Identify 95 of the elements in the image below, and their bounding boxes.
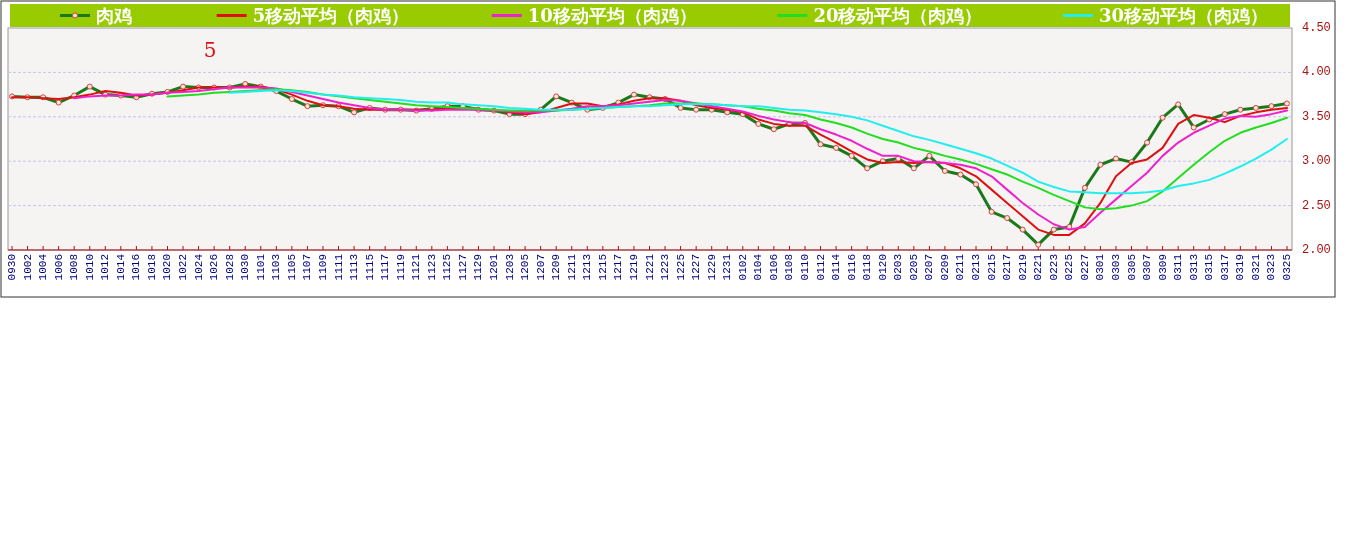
- x-tick-label: 1123: [425, 254, 438, 281]
- x-tick-label: 0309: [1156, 254, 1169, 281]
- x-tick-label: 0221: [1032, 253, 1045, 281]
- x-tick-label: 0106: [767, 254, 780, 281]
- x-tick-label: 1002: [21, 254, 34, 281]
- x-tick-label: 1022: [177, 254, 190, 281]
- x-tick-label: 0930: [6, 254, 18, 281]
- x-tick-label: 0112: [814, 254, 827, 281]
- x-tick-label: 0303: [1109, 254, 1122, 281]
- x-tick-label: 0305: [1125, 254, 1138, 281]
- x-tick-label: 1115: [363, 254, 376, 281]
- x-tick-label: 1211: [565, 253, 578, 281]
- x-tick-label: 1205: [519, 254, 532, 281]
- x-tick-label: 1219: [627, 254, 640, 281]
- x-tick-label: 1129: [472, 254, 485, 281]
- x-tick-label: 0323: [1265, 254, 1278, 281]
- x-tick-label: 1203: [503, 254, 516, 281]
- x-tick-label: 1101: [254, 253, 267, 281]
- legend-label: 肉鸡: [96, 5, 132, 26]
- x-tick-label: 0120: [876, 254, 889, 281]
- ytick: 3.50: [1302, 109, 1331, 124]
- ytick: 2.50: [1302, 198, 1331, 213]
- x-tick-label: 0325: [1281, 254, 1293, 281]
- x-tick-label: 1004: [37, 253, 50, 281]
- x-tick-label: 1229: [705, 254, 718, 281]
- x-tick-label: 1119: [394, 254, 407, 281]
- x-tick-label: 0110: [798, 254, 811, 281]
- x-tick-label: 1018: [145, 254, 158, 281]
- x-tick-label: 1121: [410, 253, 423, 281]
- x-tick-label: 1020: [161, 254, 174, 281]
- x-tick-label: 1215: [596, 254, 609, 281]
- ytick: 2.00: [1302, 243, 1331, 257]
- x-tick-label: 1103: [270, 254, 283, 281]
- x-tick-label: 1111: [332, 253, 345, 281]
- x-tick-label: 1010: [83, 254, 96, 281]
- x-tick-label: 1113: [348, 254, 361, 281]
- x-tick-label: 1207: [534, 254, 547, 281]
- x-tick-label: 1225: [674, 254, 687, 281]
- x-tick-label: 1030: [239, 254, 252, 281]
- x-tick-label: 0313: [1187, 254, 1200, 281]
- x-tick-label: 1014: [114, 253, 127, 281]
- x-tick-label: 0319: [1234, 254, 1247, 281]
- x-tick-label: 0108: [783, 254, 796, 281]
- x-tick-label: 0211: [954, 253, 967, 281]
- x-tick-label: 1125: [441, 254, 454, 281]
- x-tick-label: 1024: [192, 253, 205, 281]
- x-tick-label: 1016: [130, 254, 143, 281]
- x-tick-label: 1223: [659, 254, 672, 281]
- x-tick-label: 0102: [736, 254, 749, 281]
- x-tick-label: 0301: [1094, 253, 1107, 281]
- x-tick-label: 1105: [285, 254, 298, 281]
- x-tick-label: 1227: [690, 254, 703, 281]
- x-tick-label: 1231: [721, 253, 734, 281]
- x-tick-label: 1127: [456, 254, 469, 281]
- x-tick-label: 0118: [861, 254, 874, 281]
- x-tick-label: 1221: [643, 253, 656, 281]
- x-tick-label: 0321: [1249, 253, 1262, 281]
- x-tick-label: 1109: [316, 254, 329, 281]
- x-tick-label: 1201: [488, 253, 501, 281]
- x-tick-label: 1209: [550, 254, 563, 281]
- x-tick-label: 1006: [52, 254, 65, 281]
- legend-label: 20移动平均（肉鸡）: [813, 5, 983, 26]
- x-tick-label: 0311: [1172, 253, 1185, 281]
- x-tick-label: 1028: [223, 254, 236, 281]
- x-tick-label: 0225: [1063, 254, 1076, 281]
- x-tick-label: 1012: [99, 254, 112, 281]
- x-tick-label: 0219: [1016, 254, 1029, 281]
- x-tick-label: 1026: [208, 254, 221, 281]
- x-tick-label: 0209: [938, 254, 951, 281]
- x-tick-label: 0116: [845, 254, 858, 281]
- x-tick-label: 0315: [1203, 254, 1216, 281]
- ytick: 4.50: [1302, 21, 1331, 35]
- x-tick-label: 0217: [1001, 254, 1014, 281]
- x-tick-label: 1008: [68, 254, 81, 281]
- legend-label: 5移动平均（肉鸡）: [252, 5, 410, 26]
- x-tick-label: 0104: [752, 253, 765, 281]
- x-tick-label: 0317: [1218, 254, 1231, 281]
- ytick: 4.00: [1302, 65, 1331, 80]
- x-tick-label: 1117: [379, 254, 392, 281]
- legend-label: 30移动平均（肉鸡）: [1099, 5, 1269, 26]
- x-tick-label: 0223: [1047, 254, 1060, 281]
- x-tick-label: 0307: [1141, 254, 1154, 281]
- x-tick-label: 0207: [923, 254, 936, 281]
- x-tick-label: 1217: [612, 254, 625, 281]
- x-tick-label: 0203: [892, 254, 905, 281]
- x-tick-label: 0205: [907, 254, 920, 281]
- annotation: 5: [203, 38, 217, 62]
- legend-label: 10移动平均（肉鸡）: [527, 5, 697, 26]
- x-tick-label: 0213: [970, 254, 983, 281]
- ytick: 3.00: [1302, 154, 1331, 169]
- x-tick-label: 1107: [301, 254, 314, 281]
- x-tick-label: 0114: [830, 253, 843, 281]
- x-tick-label: 0215: [985, 254, 998, 281]
- x-tick-label: 1213: [581, 254, 594, 281]
- x-tick-label: 0227: [1078, 254, 1091, 281]
